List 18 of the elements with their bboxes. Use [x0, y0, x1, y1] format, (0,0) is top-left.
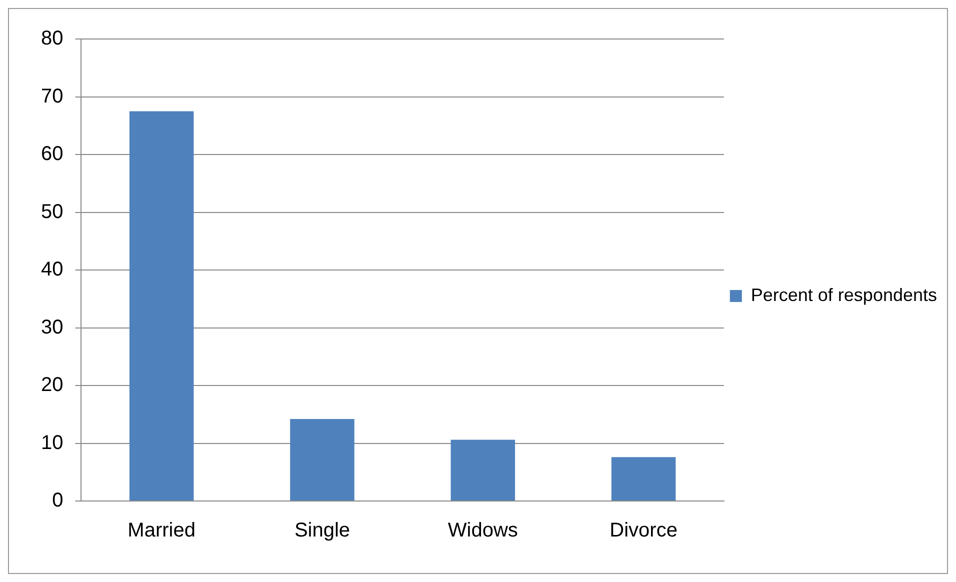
y-tick-label: 0	[52, 490, 64, 512]
bar	[129, 111, 194, 500]
bar	[450, 440, 516, 500]
bar	[611, 457, 676, 500]
y-tick-label: 80	[40, 28, 64, 50]
bar	[290, 418, 354, 500]
y-tick-label: 70	[40, 85, 64, 108]
y-tick-label: 20	[40, 374, 64, 396]
y-tick-label: 60	[40, 143, 64, 166]
y-tick-label: 10	[40, 432, 64, 454]
x-tick-label: Married	[128, 520, 196, 542]
x-tick-label: Widows	[448, 520, 518, 542]
x-tick-label: Divorce	[610, 520, 678, 542]
x-tick-label: Single	[294, 520, 350, 542]
y-tick-label: 40	[40, 258, 64, 281]
y-tick-label: 50	[40, 200, 64, 223]
y-tick-label: 30	[40, 316, 64, 338]
legend-label: Percent of respondents	[750, 284, 938, 305]
